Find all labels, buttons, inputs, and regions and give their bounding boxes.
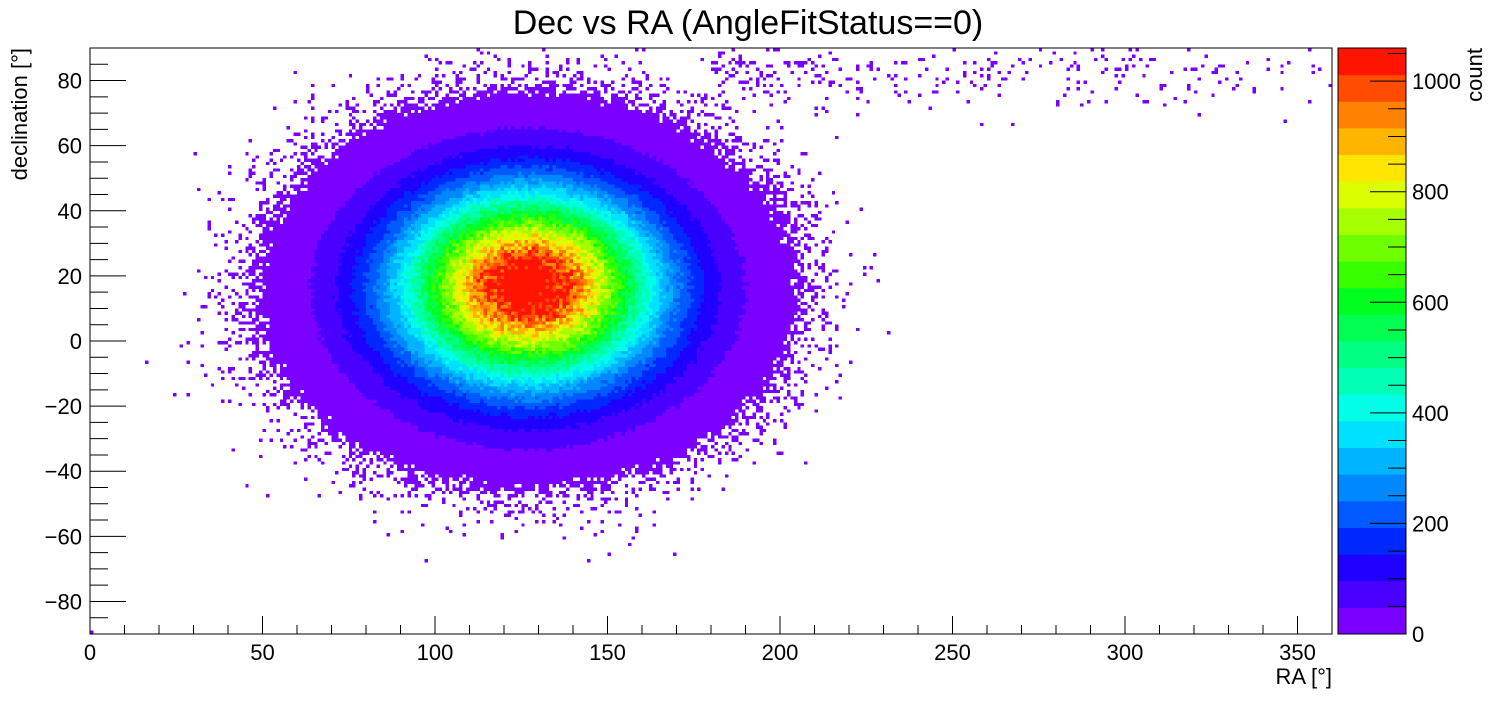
y-tick-label: 20 — [58, 264, 82, 289]
colorbar-band — [1338, 207, 1406, 235]
colorbar — [1338, 48, 1406, 635]
colorbar-band — [1338, 234, 1406, 262]
colorbar-tick-label: 800 — [1412, 180, 1449, 205]
x-tick-label: 350 — [1279, 640, 1316, 665]
colorbar-tick-label: 200 — [1412, 511, 1449, 536]
colorbar-band — [1338, 420, 1406, 449]
colorbar-band — [1338, 287, 1406, 315]
colorbar-band — [1338, 474, 1406, 502]
colorbar-band — [1338, 527, 1406, 555]
y-tick-label: −60 — [45, 524, 82, 549]
heatmap-cells — [90, 48, 1332, 634]
x-tick-label: 100 — [417, 640, 454, 665]
colorbar-tick-label: 600 — [1412, 290, 1449, 315]
x-tick-label: 200 — [762, 640, 799, 665]
y-tick-label: −40 — [45, 459, 82, 484]
x-tick-label: 50 — [250, 640, 274, 665]
chart-title: Dec vs RA (AngleFitStatus==0) — [513, 4, 984, 42]
colorbar-ticks: 0 200 400 600 800 1000 — [1370, 53, 1461, 647]
colorbar-band — [1338, 607, 1406, 635]
colorbar-band — [1338, 154, 1406, 182]
colorbar-band — [1338, 74, 1406, 102]
y-tick-label: −80 — [45, 589, 82, 614]
x-tick-label: 0 — [84, 640, 96, 665]
colorbar-band — [1338, 127, 1406, 156]
y-tick-label: −20 — [45, 394, 82, 419]
colorbar-band — [1338, 181, 1406, 209]
colorbar-band — [1338, 367, 1406, 395]
colorbar-band — [1338, 314, 1406, 342]
colorbar-band — [1338, 447, 1406, 475]
x-tick-label: 300 — [1107, 640, 1144, 665]
x-tick-label: 150 — [589, 640, 626, 665]
colorbar-label: count — [1462, 48, 1487, 102]
x-axis-ticks: 0 50 100 150 200 250 300 350 — [84, 616, 1333, 665]
heatmap-image — [90, 48, 1332, 634]
colorbar-band — [1338, 101, 1406, 129]
y-tick-label: 0 — [70, 329, 82, 354]
colorbar-band — [1338, 341, 1406, 369]
x-axis-label: RA [°] — [1276, 664, 1332, 689]
x-tick-label: 250 — [934, 640, 971, 665]
colorbar-band — [1338, 554, 1406, 582]
y-tick-label: 80 — [58, 69, 82, 94]
colorbar-tick-label: 1000 — [1412, 69, 1461, 94]
y-tick-label: 40 — [58, 199, 82, 224]
y-tick-label: 60 — [58, 134, 82, 159]
colorbar-tick-label: 0 — [1412, 622, 1424, 647]
colorbar-band — [1338, 48, 1406, 76]
colorbar-band — [1338, 394, 1406, 422]
y-axis-label: declination [°] — [7, 48, 32, 180]
colorbar-tick-label: 400 — [1412, 401, 1449, 426]
y-axis-ticks: −80 −60 −40 −20 0 20 40 60 80 — [45, 47, 126, 635]
colorbar-band — [1338, 580, 1406, 608]
